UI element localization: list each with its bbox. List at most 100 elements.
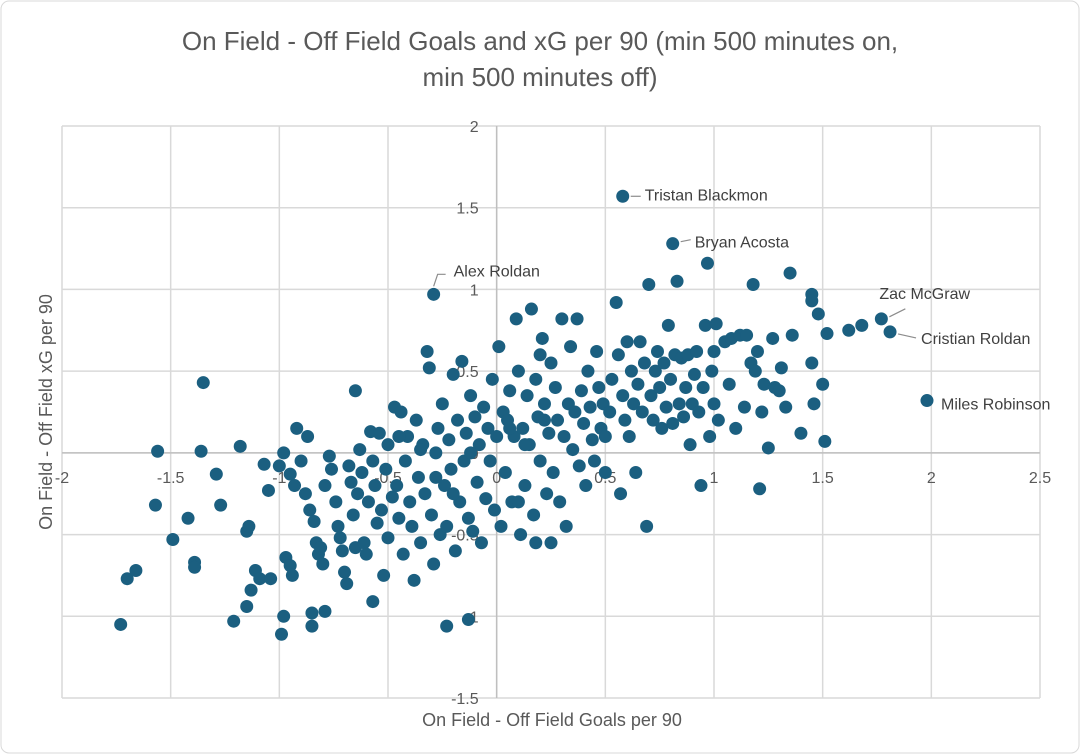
data-point xyxy=(635,405,649,419)
x-tick-label: -2 xyxy=(55,470,69,487)
x-tick-label: 0 xyxy=(492,470,501,487)
data-point xyxy=(305,606,319,620)
data-point xyxy=(470,475,484,489)
data-point xyxy=(405,519,419,533)
data-point xyxy=(331,519,345,533)
data-point xyxy=(694,479,708,493)
data-point xyxy=(566,443,580,457)
data-point xyxy=(338,565,352,579)
data-point xyxy=(181,511,195,525)
data-point xyxy=(494,519,508,533)
point-label: Bryan Acosta xyxy=(695,235,789,252)
data-point xyxy=(655,421,669,435)
y-tick-label: 1 xyxy=(470,282,479,299)
data-point xyxy=(516,421,530,435)
data-point xyxy=(687,367,701,381)
data-point xyxy=(468,410,482,424)
x-tick-label: 1 xyxy=(710,470,719,487)
label-leader-line xyxy=(897,333,917,339)
data-point xyxy=(544,536,558,550)
data-point xyxy=(590,345,604,359)
data-point xyxy=(446,487,460,501)
data-point xyxy=(646,413,660,427)
data-point xyxy=(698,318,712,332)
data-point xyxy=(598,430,612,444)
x-tick-label: 1.5 xyxy=(812,470,834,487)
data-point xyxy=(616,389,630,403)
point-label: Alex Roldan xyxy=(454,263,540,280)
data-point xyxy=(303,503,317,517)
point-label: Miles Robinson xyxy=(941,397,1050,414)
data-point xyxy=(298,487,312,501)
data-point xyxy=(750,345,764,359)
data-point xyxy=(288,479,302,493)
data-point xyxy=(709,317,723,331)
data-point xyxy=(677,410,691,424)
data-point xyxy=(120,572,134,586)
data-point xyxy=(794,426,808,440)
data-point xyxy=(492,340,506,354)
data-point xyxy=(394,405,408,419)
data-point xyxy=(381,438,395,452)
data-point xyxy=(587,454,601,468)
data-point xyxy=(572,459,586,473)
data-point xyxy=(414,536,428,550)
data-point xyxy=(277,609,291,623)
data-point xyxy=(479,492,493,506)
data-point xyxy=(366,454,380,468)
data-point xyxy=(257,457,271,471)
data-point xyxy=(659,400,673,414)
data-point xyxy=(529,536,543,550)
data-point xyxy=(842,323,856,337)
data-point xyxy=(746,278,760,292)
data-point xyxy=(283,467,297,481)
data-point xyxy=(329,495,343,509)
data-point xyxy=(438,479,452,493)
x-tick-label: 2 xyxy=(927,470,936,487)
y-axis-title: On Field - Off Field xG per 90 xyxy=(36,294,56,530)
data-point xyxy=(818,434,832,448)
data-point xyxy=(464,446,478,460)
data-point xyxy=(233,439,247,453)
data-point xyxy=(459,426,473,440)
data-points xyxy=(114,189,934,641)
data-point xyxy=(533,454,547,468)
data-point xyxy=(240,599,254,613)
data-point xyxy=(564,340,578,354)
data-point xyxy=(518,438,532,452)
data-point xyxy=(555,312,569,326)
data-point xyxy=(548,380,562,394)
data-point xyxy=(277,446,291,460)
data-point xyxy=(403,495,417,509)
data-point xyxy=(429,446,443,460)
x-tick-label: -1.5 xyxy=(157,470,185,487)
data-point xyxy=(518,479,532,493)
data-point xyxy=(774,361,788,375)
data-point xyxy=(214,498,228,512)
y-tick-label: 1.5 xyxy=(456,201,478,218)
data-point xyxy=(342,459,356,473)
data-point xyxy=(666,416,680,430)
data-point xyxy=(529,372,543,386)
data-point xyxy=(557,430,571,444)
data-point xyxy=(737,400,751,414)
labeled-data-point xyxy=(874,312,888,326)
data-point xyxy=(503,421,517,435)
data-point xyxy=(524,302,538,316)
data-point xyxy=(707,397,721,411)
point-labels: Tristan Blackmon Bryan Acosta Alex Roldan Z… xyxy=(433,187,1050,414)
data-point xyxy=(766,331,780,345)
data-point xyxy=(411,470,425,484)
data-point xyxy=(722,377,736,391)
data-point xyxy=(711,413,725,427)
data-point xyxy=(305,619,319,633)
data-point xyxy=(377,568,391,582)
data-point xyxy=(581,364,595,378)
data-point xyxy=(114,617,128,631)
data-point xyxy=(368,479,382,493)
data-point xyxy=(324,462,338,476)
data-point xyxy=(442,433,456,447)
axes xyxy=(62,126,1040,698)
data-point xyxy=(314,541,328,555)
